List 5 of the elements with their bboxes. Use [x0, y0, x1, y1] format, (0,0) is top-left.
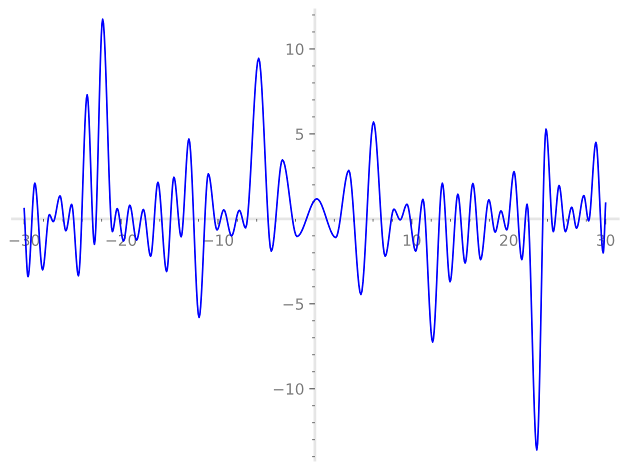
y-tick-label: 5: [296, 128, 304, 140]
y-tick-label: −5: [284, 298, 304, 310]
y-tick-label: −10: [274, 383, 304, 395]
y-tick-label: 10: [286, 43, 304, 55]
x-tick-label: 20: [500, 234, 518, 246]
